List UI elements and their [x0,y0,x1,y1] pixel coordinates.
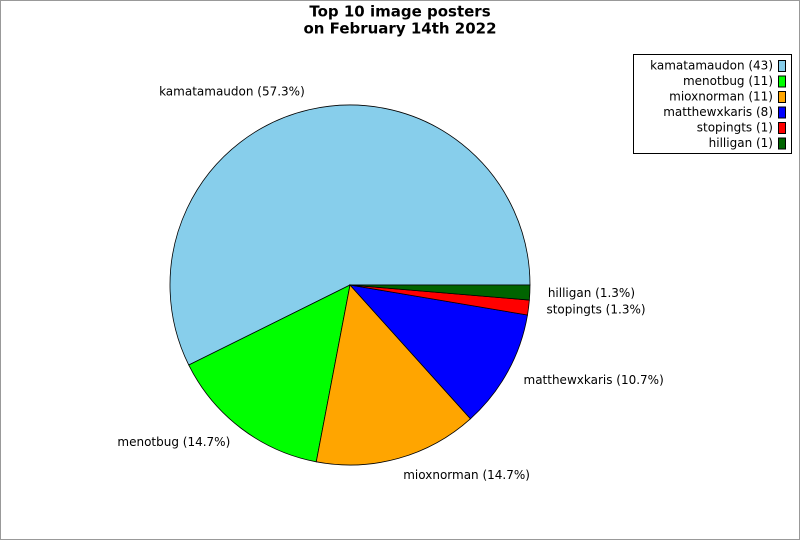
pie-slice [169,104,531,366]
pie-slice [315,284,472,466]
legend-swatch [778,60,786,72]
slice-label: hilligan (1.3%) [548,286,635,300]
pie-slice [348,284,528,420]
chart-title: on February 14th 2022 [303,20,496,38]
legend-swatch [778,75,786,88]
legend-swatch [778,91,786,103]
slice-label: menotbug (14.7%) [117,435,230,449]
chart-title: Top 10 image posters [309,3,490,21]
legend-label: menotbug (11) [683,74,773,88]
legend-swatch [778,137,786,150]
legend-label: stopingts (1) [697,121,773,135]
legend-label: hilligan (1) [709,136,773,150]
legend-swatch [778,106,786,119]
legend-swatch [778,122,786,134]
slice-label: kamatamaudon (57.3%) [159,85,305,99]
pie-slice [188,284,351,463]
slice-label: mioxnorman (14.7%) [403,468,530,482]
legend-label: mioxnorman (11) [669,90,773,104]
slice-label: stopingts (1.3%) [546,302,645,316]
legend-label: kamatamaudon (43) [650,59,773,73]
slice-label: matthewxkaris (10.7%) [524,373,664,387]
legend-box [633,54,792,154]
legend-label: matthewxkaris (8) [663,105,773,119]
pie-slice [349,284,531,301]
